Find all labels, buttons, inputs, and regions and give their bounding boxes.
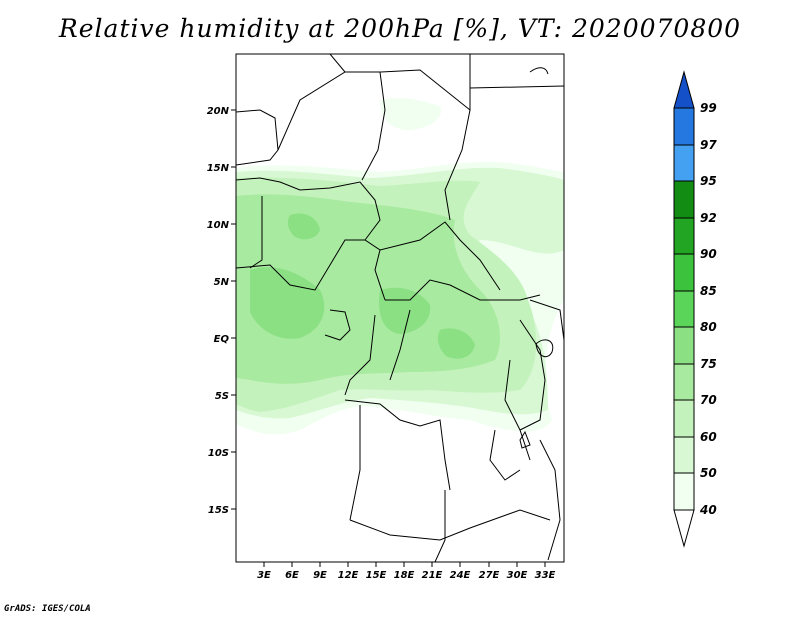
lake-path — [529, 67, 549, 75]
lon-label-3e: 3E — [257, 570, 271, 581]
border-path — [344, 314, 376, 396]
lat-label-10n: 10N — [207, 220, 230, 231]
border-path — [529, 299, 564, 341]
border-path — [379, 54, 471, 112]
colorbar-label-85: 85 — [700, 284, 717, 298]
colorbar-swatch-97 — [673, 107, 695, 146]
lat-label-5s: 5S — [215, 391, 229, 402]
border-path — [277, 71, 386, 181]
border-path — [236, 177, 381, 241]
border-path — [324, 309, 351, 341]
border-path — [379, 221, 501, 291]
colorbar-swatch-75 — [673, 326, 695, 365]
border-path — [444, 109, 471, 221]
longitude-axis: 3E 6E 9E 12E 15E 18E 21E 24E 27E 30E 33E — [257, 562, 556, 581]
border-path — [249, 196, 263, 269]
colorbar-label-99: 99 — [700, 101, 717, 115]
colorbar-swatch-90 — [673, 217, 695, 255]
lon-label-15e: 15E — [366, 570, 387, 581]
humidity-shading — [236, 97, 564, 435]
colorbar-label-95: 95 — [700, 174, 717, 188]
lat-label-15s: 15S — [208, 505, 229, 516]
border-path — [385, 279, 541, 301]
border-path — [539, 439, 561, 561]
lon-label-30e: 30E — [507, 570, 528, 581]
rh-band-75c — [438, 328, 475, 359]
lon-label-24e: 24E — [450, 570, 471, 581]
lake-path — [535, 339, 554, 358]
border-path — [434, 490, 446, 562]
colorbar-swatch-50 — [673, 436, 695, 474]
colorbar-top-triangle — [673, 70, 695, 109]
colorbar-swatch-85 — [673, 253, 695, 292]
grads-credit: GrADS: IGES/COLA — [4, 604, 91, 614]
colorbar-label-97: 97 — [700, 138, 717, 152]
colorbar-bottom-triangle — [673, 509, 695, 548]
border-path — [469, 85, 564, 89]
colorbar-label-70: 70 — [700, 393, 717, 407]
colorbar-label-90: 90 — [700, 247, 717, 261]
colorbar-label-75: 75 — [700, 357, 717, 371]
lat-label-eq: EQ — [214, 334, 230, 345]
border-path — [504, 359, 531, 461]
lon-label-12e: 12E — [338, 570, 359, 581]
latitude-axis: 20N 15N 10N 5N EQ 5S 10S 15S — [207, 106, 236, 516]
lon-label-27e: 27E — [479, 570, 500, 581]
colorbar-label-50: 50 — [700, 466, 717, 480]
colorbar-label-92: 92 — [700, 211, 717, 225]
colorbar-swatch-80 — [673, 290, 695, 328]
border-path — [489, 429, 521, 481]
border-path — [344, 399, 451, 491]
lon-label-9e: 9E — [313, 570, 327, 581]
colorbar-swatch-95 — [673, 144, 695, 182]
colorbar — [673, 70, 695, 548]
lat-label-15n: 15N — [207, 163, 230, 174]
colorbar-label-40: 40 — [699, 503, 717, 517]
map-title: Relative humidity at 200hPa [%], VT: 202… — [58, 14, 742, 43]
lon-label-21e: 21E — [422, 570, 443, 581]
colorbar-swatch-70 — [673, 363, 695, 401]
border-path — [349, 405, 361, 521]
rh-band-75d — [287, 213, 320, 240]
lat-label-20n: 20N — [207, 106, 230, 117]
lon-label-6e: 6E — [285, 570, 299, 581]
border-path — [236, 239, 386, 301]
border-path — [389, 309, 411, 381]
colorbar-swatch-92 — [673, 180, 695, 219]
border-path — [349, 509, 551, 541]
lat-label-5n: 5N — [214, 277, 230, 288]
border-path — [519, 319, 546, 431]
map-frame — [235, 53, 565, 563]
rh-band-75a — [250, 267, 325, 339]
colorbar-label-60: 60 — [700, 430, 717, 444]
lon-label-33e: 33E — [535, 570, 556, 581]
colorbar-swatch-60 — [673, 399, 695, 438]
lon-label-18e: 18E — [394, 570, 415, 581]
colorbar-label-80: 80 — [700, 320, 717, 334]
border-path — [236, 109, 279, 166]
colorbar-swatch-40 — [673, 472, 695, 511]
lat-label-10s: 10S — [208, 448, 229, 459]
border-path — [329, 54, 346, 73]
rh-band-75b — [379, 287, 431, 334]
rh-band-40b — [380, 97, 441, 130]
country-borders — [236, 54, 564, 562]
colorbar-labels: 99 97 95 92 90 85 80 75 70 60 50 40 — [699, 101, 717, 517]
lake-path — [519, 430, 531, 449]
